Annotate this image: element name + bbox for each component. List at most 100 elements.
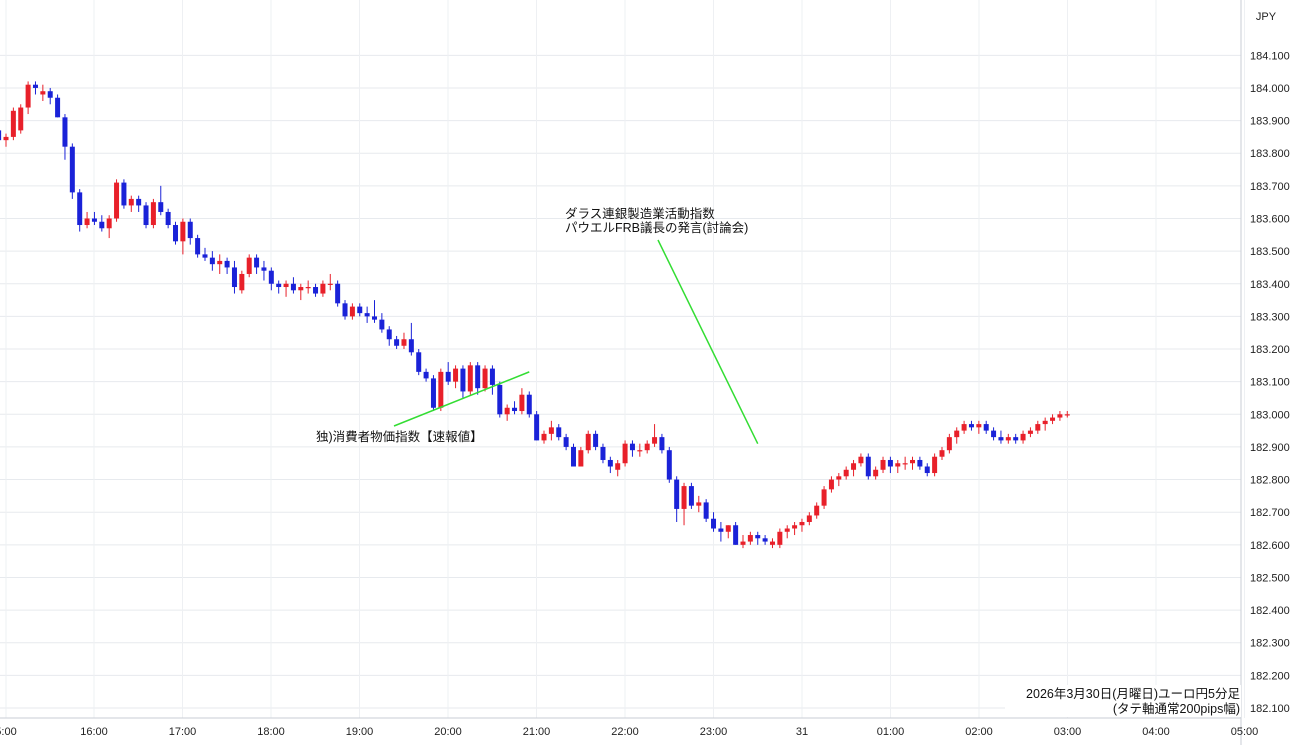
candle-body [784,528,790,532]
y-tick-label: 182.500 [1250,572,1290,584]
candle-body [342,303,348,317]
y-tick-label: 183.700 [1250,181,1290,193]
candle-body [165,211,171,226]
candle-body [512,407,518,412]
candle-body [570,446,576,467]
candle-body [320,283,326,294]
candle-body [777,531,783,545]
candle-body [548,427,554,434]
candle-body [1027,430,1033,434]
annotation-leader-line [657,239,759,444]
candle-body [696,502,702,506]
annotation-label: 独)消費者物価指数【速報値】 [316,429,483,444]
y-tick-label: 184.000 [1250,83,1290,95]
candle-body [976,424,982,428]
candle-body [504,407,510,415]
candle-body [386,329,392,340]
candle-body [1035,424,1041,431]
candle-body [806,515,812,522]
annotations-layer: 独)消費者物価指数【速報値】 ダラス連銀製造業活動指数パウエルFRB議長の発言(討… [316,206,759,444]
currency-label: JPY [1256,11,1277,23]
candle-body [1050,417,1056,421]
x-tick-label: 5:00 [0,726,17,738]
y-tick-label: 183.100 [1250,377,1290,389]
candle-body [180,221,186,242]
candle-body [106,218,112,229]
candle-body [298,287,304,291]
y-tick-label: 184.100 [1250,50,1290,62]
candle-body [467,365,473,392]
candle-body [534,414,540,441]
candle-body [489,368,495,385]
y-tick-label: 182.100 [1250,703,1290,715]
candle-body [128,198,134,206]
x-tick-label: 21:00 [523,726,551,738]
candle-body [327,283,333,285]
time-axis: 5:00 16:00 17:00 18:00 19:00 20:00 21:00 22:00 2… [0,717,1258,738]
candle-body [482,368,488,389]
candle-body [902,463,908,465]
candle-body [55,97,61,118]
candle-body [917,459,923,467]
candle-body [401,339,407,346]
candle-body [1005,437,1011,441]
candle-body [460,368,466,392]
candle-body [961,424,967,431]
y-tick-label: 183.800 [1250,148,1290,160]
candle-body [629,443,635,451]
candle-body [983,424,989,431]
candle-body [195,238,201,255]
candle-body [408,339,414,353]
candle-body [711,518,717,529]
candle-body [828,479,834,490]
candle-body [519,394,525,412]
candle-body [290,283,296,291]
x-tick-label: 20:00 [434,726,462,738]
candle-body [593,433,599,447]
candle-body [836,476,842,480]
candle-body [217,260,223,265]
candle-body [283,283,289,288]
candle-body [246,257,252,274]
y-tick-label: 182.600 [1250,540,1290,552]
candle-body [143,205,149,226]
candle-body [349,306,355,317]
gridlines [0,0,1245,718]
caption-background [1005,685,1241,717]
candle-body [769,541,775,545]
candle-body [1057,414,1063,418]
candle-body [416,352,422,372]
candle-body [335,283,341,304]
candle-body [32,84,38,88]
y-tick-label: 183.900 [1250,116,1290,128]
candle-body [688,486,694,506]
candle-body [924,466,930,474]
candle-body [231,267,237,288]
candle-body [445,371,451,382]
y-tick-label: 183.400 [1250,279,1290,291]
y-tick-label: 182.400 [1250,605,1290,617]
candle-body [932,456,938,474]
candle-body [475,365,481,389]
candle-body [47,91,53,98]
candle-body [254,257,260,268]
candle-body [40,91,46,95]
candle-body [939,450,945,457]
candle-body [563,437,569,447]
candle-body [873,469,879,477]
candle-body [202,254,208,258]
x-tick-label: 18:00 [257,726,285,738]
y-tick-label: 182.800 [1250,475,1290,487]
x-tick-label: 01:00 [877,726,905,738]
candle-body [364,313,370,317]
candles-layer [0,81,1070,549]
candle-body [968,424,974,428]
candle-body [725,525,731,532]
candle-body [372,316,377,320]
candle-body [25,84,31,108]
candle-body [305,287,311,289]
candle-body [430,378,436,408]
y-tick-label: 182.700 [1250,507,1290,519]
candle-body [136,198,142,206]
candle-body [946,437,952,451]
